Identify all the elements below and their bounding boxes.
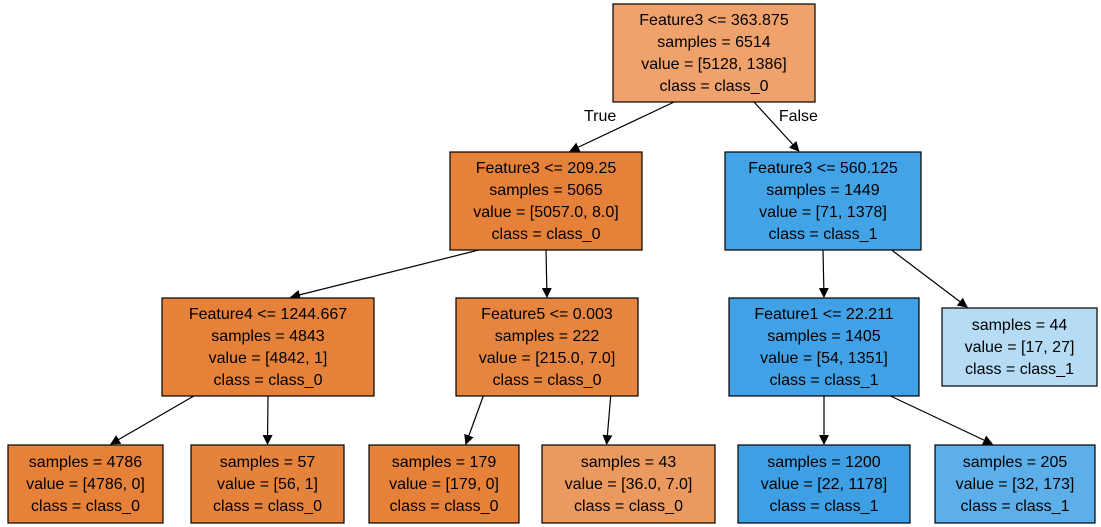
- node-text-line: Feature4 <= 1244.667: [189, 306, 347, 323]
- node-box: [728, 297, 920, 397]
- node-text-line: value = [179, 0]: [389, 476, 499, 493]
- node-text-line: value = [71, 1378]: [759, 204, 887, 221]
- node-box: [612, 3, 816, 103]
- node-box: [737, 444, 911, 524]
- edge-n3-n8: [262, 395, 273, 445]
- edge-n4-n10: [602, 395, 613, 445]
- node-text-line: class = class_0: [31, 498, 140, 515]
- node-text-line: value = [36.0, 7.0]: [565, 476, 693, 493]
- edge-n1-n4: [541, 249, 552, 298]
- tree-node-n11: samples = 1200 value = [22, 1178] class = …: [737, 444, 911, 524]
- node-box: [541, 444, 716, 524]
- node-text-line: samples = 1449: [766, 182, 880, 199]
- node-text-line: samples = 6514: [657, 34, 771, 51]
- edge-n4-n9: [464, 395, 484, 445]
- node-text-line: class = class_0: [214, 372, 323, 389]
- node-text-line: Feature3 <= 209.25: [476, 160, 617, 177]
- edge-n3-n7: [110, 395, 195, 445]
- node-text-line: class = class_0: [213, 498, 322, 515]
- tree-node-n12: samples = 205 value = [32, 173] class = cl…: [934, 444, 1096, 524]
- tree-node-n0: Feature3 <= 363.875 samples = 6514 value =…: [612, 3, 816, 103]
- node-text-line: class = class_1: [770, 498, 879, 515]
- node-text-line: samples = 4843: [211, 328, 325, 345]
- edges-layer: True False: [110, 101, 994, 445]
- node-text-line: value = [5128, 1386]: [641, 56, 786, 73]
- node-text-line: samples = 222: [495, 328, 600, 345]
- node-text-line: class = class_0: [390, 498, 499, 515]
- node-text-line: class = class_1: [965, 361, 1074, 378]
- node-text-line: class = class_0: [574, 498, 683, 515]
- nodes-layer: Feature3 <= 363.875 samples = 6514 value =…: [7, 3, 1098, 524]
- node-text-line: class = class_1: [770, 372, 879, 389]
- node-text-line: value = [17, 27]: [965, 339, 1075, 356]
- tree-node-n9: samples = 179 value = [179, 0] class = cla…: [368, 444, 520, 524]
- tree-node-n2: Feature3 <= 560.125 samples = 1449 value =…: [724, 151, 922, 251]
- node-box: [7, 444, 164, 524]
- edge-n5-n12: [890, 395, 994, 445]
- edge-label-true: True: [584, 108, 616, 125]
- node-text-line: samples = 5065: [489, 182, 603, 199]
- edge-n0-n1: [569, 101, 675, 152]
- node-text-line: samples = 44: [972, 317, 1068, 334]
- node-text-line: Feature3 <= 363.875: [639, 12, 789, 29]
- node-box: [161, 297, 375, 397]
- node-text-line: class = class_0: [493, 372, 602, 389]
- node-text-line: class = class_1: [769, 226, 878, 243]
- node-box: [941, 307, 1098, 387]
- node-box: [368, 444, 520, 524]
- node-text-line: value = [56, 1]: [217, 476, 318, 493]
- node-text-line: class = class_0: [660, 78, 769, 95]
- node-text-line: class = class_1: [961, 498, 1070, 515]
- node-text-line: samples = 4786: [29, 454, 143, 471]
- node-text-line: value = [4842, 1]: [209, 350, 328, 367]
- node-text-line: Feature3 <= 560.125: [748, 160, 898, 177]
- node-text-line: value = [22, 1178]: [761, 476, 887, 493]
- node-text-line: value = [215.0, 7.0]: [479, 350, 616, 367]
- node-text-line: value = [5057.0, 8.0]: [473, 204, 618, 221]
- tree-node-n3: Feature4 <= 1244.667 samples = 4843 value …: [161, 297, 375, 397]
- tree-node-n4: Feature5 <= 0.003 samples = 222 value = [2…: [455, 297, 639, 397]
- tree-node-n10: samples = 43 value = [36.0, 7.0] class = c…: [541, 444, 716, 524]
- node-text-line: value = [32, 173]: [956, 476, 1075, 493]
- node-text-line: samples = 1200: [767, 454, 881, 471]
- tree-node-n1: Feature3 <= 209.25 samples = 5065 value = …: [449, 151, 643, 251]
- node-box: [934, 444, 1096, 524]
- edge-n1-n3: [290, 249, 479, 300]
- edge-n0-n2: [753, 101, 800, 152]
- node-box: [455, 297, 639, 397]
- edge-n2-n6: [891, 249, 968, 308]
- node-box: [449, 151, 643, 251]
- tree-node-n6: samples = 44 value = [17, 27] class = clas…: [941, 307, 1098, 387]
- node-text-line: class = class_0: [492, 226, 601, 243]
- node-text-line: samples = 43: [581, 454, 677, 471]
- node-text-line: value = [54, 1351]: [760, 350, 888, 367]
- node-text-line: samples = 57: [220, 454, 316, 471]
- tree-node-n5: Feature1 <= 22.211 samples = 1405 value = …: [728, 297, 920, 397]
- tree-node-n7: samples = 4786 value = [4786, 0] class = c…: [7, 444, 164, 524]
- node-text-line: samples = 179: [392, 454, 497, 471]
- node-box: [724, 151, 922, 251]
- node-text-line: samples = 1405: [767, 328, 881, 345]
- edge-label-false: False: [779, 108, 818, 125]
- node-box: [190, 444, 345, 524]
- node-text-line: value = [4786, 0]: [26, 476, 145, 493]
- tree-node-n8: samples = 57 value = [56, 1] class = class…: [190, 444, 345, 524]
- edge-n2-n5: [818, 249, 829, 298]
- node-text-line: samples = 205: [963, 454, 1068, 471]
- node-text-line: Feature1 <= 22.211: [754, 306, 893, 323]
- node-text-line: Feature5 <= 0.003: [481, 306, 613, 323]
